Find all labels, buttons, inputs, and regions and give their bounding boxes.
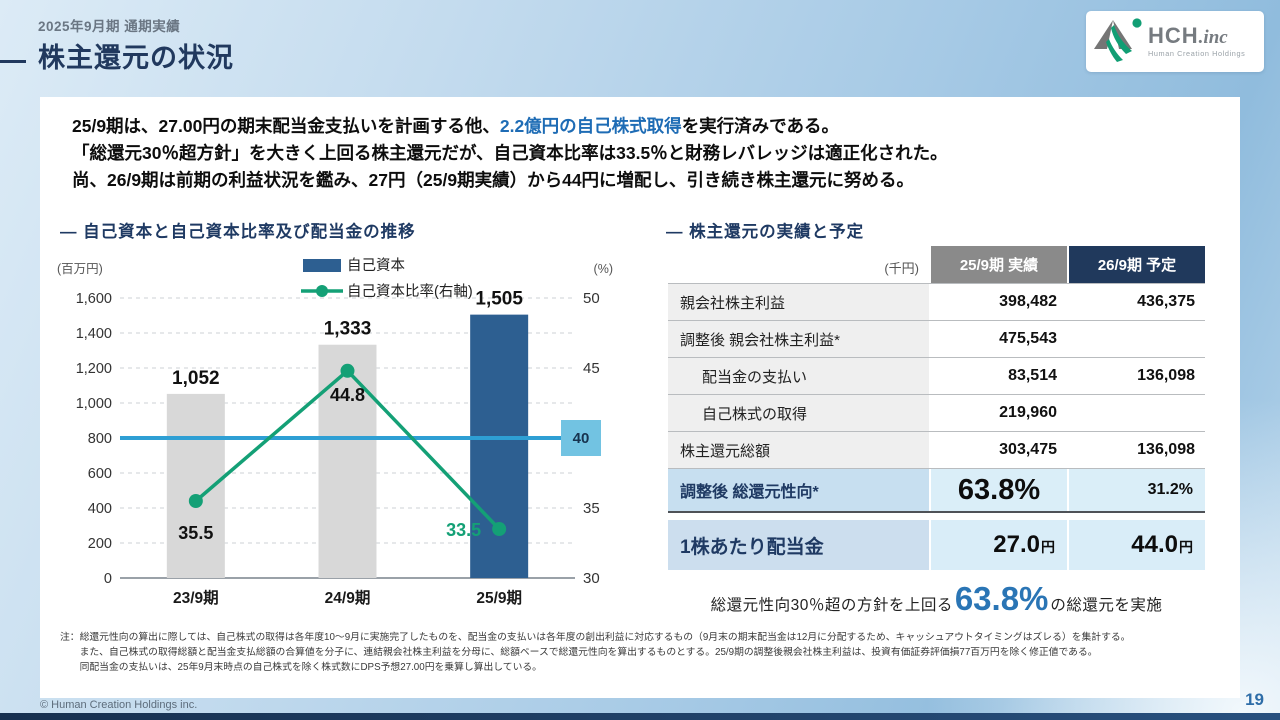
shareholder-return-table: (千円) 25/9期 実績 26/9期 予定 親会社株主利益 398,482 4…: [668, 246, 1205, 513]
dps-actual: 27.0 円: [931, 520, 1067, 570]
lead-line-1: 25/9期は、27.00円の期末配当金支払いを計画する他、2.2億円の自己株式取…: [72, 116, 840, 136]
svg-text:24/9期: 24/9期: [325, 588, 371, 607]
lead-paragraph: 25/9期は、27.00円の期末配当金支払いを計画する他、2.2億円の自己株式取…: [72, 113, 1192, 194]
svg-text:40: 40: [573, 430, 590, 447]
svg-text:(%): (%): [594, 262, 613, 276]
table-row: 調整後 親会社株主利益* 475,543: [668, 320, 1205, 357]
table-row: 自己株式の取得 219,960: [668, 394, 1205, 431]
col-header-forecast: 26/9期 予定: [1069, 246, 1205, 283]
svg-text:33.5: 33.5: [446, 520, 481, 540]
page-title: 株主還元の状況: [38, 43, 234, 73]
svg-text:1,200: 1,200: [76, 361, 112, 377]
slide-eyebrow: 2025年9月期 通期実績: [38, 19, 181, 34]
payout-ratio-actual: 63.8%: [931, 469, 1067, 511]
svg-text:44.8: 44.8: [330, 385, 365, 405]
lead-highlight: 2.2億円の自己株式取得: [499, 116, 682, 136]
company-logo: HCH .inc Human Creation Holdings: [1086, 11, 1264, 72]
svg-text:25/9期: 25/9期: [476, 588, 522, 607]
svg-text:(百万円): (百万円): [57, 262, 103, 276]
table-section-title: — 株主還元の実績と予定: [666, 223, 865, 241]
svg-text:1,333: 1,333: [324, 319, 372, 340]
payout-ratio-forecast: 31.2%: [1069, 469, 1205, 511]
dps-forecast: 44.0 円: [1069, 520, 1205, 570]
dividend-per-share-row: 1株あたり配当金 27.0 円 44.0 円: [668, 520, 1205, 570]
table-unit-label: (千円): [884, 261, 919, 276]
copyright: © Human Creation Holdings inc.: [40, 699, 198, 711]
footnote-line-1: 総還元性向の算出に際しては、自己株式の取得は各年度10～9月に実施完了したものを…: [79, 632, 1131, 643]
logo-brand-text: HCH: [1148, 23, 1199, 49]
summary-percentage: 63.8%: [954, 580, 1049, 617]
col-header-actual: 25/9期 実績: [931, 246, 1067, 283]
equity-ratio-dividend-chart: 0 200 400 600 800 1,000 1,200 1,400 1,600 30 35 45 5…: [55, 253, 615, 615]
svg-text:35: 35: [583, 500, 600, 517]
logo-subtitle: Human Creation Holdings: [1148, 49, 1246, 59]
svg-text:30: 30: [583, 570, 600, 587]
svg-text:1,000: 1,000: [76, 396, 112, 412]
footnote-line-3: 同配当金の支払いは、25年9月末時点の自己株式を除く株式数にDPS予想27.00…: [79, 662, 542, 673]
footnote: 注： 総還元性向の算出に際しては、自己株式の取得は各年度10～9月に実施完了した…: [60, 630, 1210, 675]
lead-line-3: 尚、26/9期は前期の利益状況を鑑み、27円（25/9期実績）から44円に増配し…: [72, 170, 915, 190]
svg-text:1,600: 1,600: [76, 291, 112, 307]
table-row: 株主還元総額 303,475 136,098: [668, 431, 1205, 468]
svg-text:400: 400: [88, 501, 112, 517]
logo-suffix-text: .inc: [1198, 27, 1228, 49]
svg-text:1,400: 1,400: [76, 326, 112, 342]
svg-text:600: 600: [88, 466, 112, 482]
svg-text:1,505: 1,505: [475, 289, 523, 310]
page-number: 19: [1245, 690, 1264, 709]
svg-text:50: 50: [583, 290, 600, 307]
svg-text:0: 0: [104, 571, 112, 587]
chart-section-title: — 自己資本と自己資本比率及び配当金の推移: [60, 223, 416, 241]
total-return-summary: 総還元性向30％超の方針を上回る 63.8% の総還元を実施: [710, 580, 1163, 617]
svg-text:自己資本: 自己資本: [347, 257, 405, 274]
svg-text:800: 800: [88, 431, 112, 447]
svg-text:23/9期: 23/9期: [173, 588, 219, 607]
footnote-line-2: また、自己株式の取得総額と配当金支払総額の合算値を分子に、連結親会社株主利益を分…: [79, 647, 1098, 658]
table-header-row: (千円) 25/9期 実績 26/9期 予定: [668, 246, 1205, 283]
payout-ratio-row: 調整後 総還元性向* 63.8% 31.2%: [668, 468, 1205, 513]
svg-text:自己資本比率(右軸): 自己資本比率(右軸): [347, 283, 473, 300]
table-row: 親会社株主利益 398,482 436,375: [668, 283, 1205, 320]
svg-text:35.5: 35.5: [178, 523, 213, 543]
svg-text:200: 200: [88, 536, 112, 552]
lead-line-2: 「総還元30％超方針」を大きく上回る株主還元だが、自己資本比率は33.5％と財務…: [72, 143, 948, 163]
table-row: 配当金の支払い 83,514 136,098: [668, 357, 1205, 394]
hch-mountain-logo-icon: [1092, 13, 1146, 70]
bottom-accent-bar: [0, 713, 1280, 720]
svg-text:1,052: 1,052: [172, 368, 220, 389]
svg-text:45: 45: [583, 360, 600, 377]
title-dash: [0, 60, 26, 63]
